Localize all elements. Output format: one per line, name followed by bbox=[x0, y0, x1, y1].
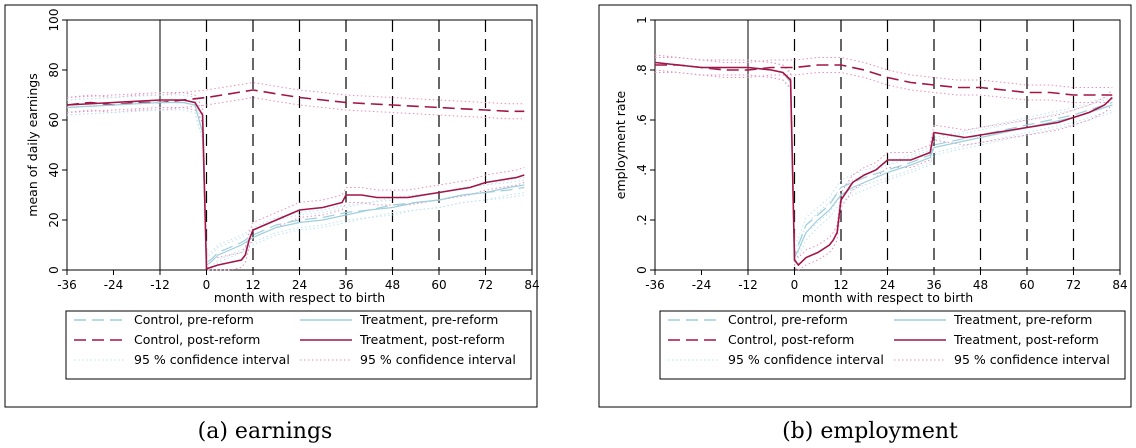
x-tick-label: -12 bbox=[738, 278, 758, 292]
x-tick-label: 0 bbox=[791, 278, 799, 292]
legend-label: 95 % confidence interval bbox=[728, 352, 884, 367]
legend-label: 95 % confidence interval bbox=[954, 352, 1110, 367]
series-line bbox=[66, 89, 525, 113]
y-axis-label: employment rate bbox=[613, 91, 628, 200]
legend-label: Control, post-reform bbox=[728, 332, 854, 347]
x-axis-label: month with respect to birth bbox=[214, 290, 385, 305]
legend bbox=[659, 310, 1126, 380]
x-tick-label: 48 bbox=[973, 278, 988, 292]
y-tick-label: 0 bbox=[47, 266, 61, 274]
x-tick-label: 36 bbox=[338, 278, 353, 292]
y-tick-label: 40 bbox=[47, 162, 61, 177]
y-tick-label: 100 bbox=[47, 9, 61, 32]
caption-a: (a) earnings bbox=[198, 419, 333, 444]
x-tick-label: 72 bbox=[478, 278, 493, 292]
series-line bbox=[655, 64, 1113, 96]
x-tick-label: 60 bbox=[431, 278, 446, 292]
x-tick-label: -12 bbox=[150, 278, 170, 292]
x-tick-label: 84 bbox=[524, 278, 539, 292]
x-axis-label: month with respect to birth bbox=[802, 290, 973, 305]
confidence-interval-line bbox=[654, 54, 1113, 248]
panel-a: -36 -24 -12 0 12 24 36 48 60 72 84 0 20 40 60 80 100 mont… bbox=[25, 9, 540, 380]
x-tick-label: 12 bbox=[833, 278, 848, 292]
series-line bbox=[66, 101, 525, 267]
legend-label: Treatment, post-reform bbox=[953, 332, 1099, 347]
x-tick-label: -36 bbox=[645, 278, 665, 292]
y-tick-label: 0 bbox=[635, 266, 649, 274]
legend-label: Control, pre-reform bbox=[134, 312, 254, 327]
x-tick-label: 24 bbox=[880, 278, 895, 292]
x-tick-label: 12 bbox=[245, 278, 260, 292]
legend-label: Control, post-reform bbox=[134, 332, 260, 347]
legend-label: Treatment, pre-reform bbox=[953, 312, 1092, 327]
legend bbox=[65, 310, 532, 380]
y-tick-label: 80 bbox=[47, 62, 61, 77]
x-tick-label: -24 bbox=[104, 278, 124, 292]
panel-b: -36 -24 -12 0 12 24 36 48 60 72 84 0 .2 .4 .6 .8 1 month … bbox=[613, 16, 1128, 380]
legend-label: Control, pre-reform bbox=[728, 312, 848, 327]
series-line bbox=[654, 61, 1113, 267]
x-tick-label: 60 bbox=[1019, 278, 1034, 292]
legend-label: 95 % confidence interval bbox=[360, 352, 516, 367]
y-tick-label: .6 bbox=[635, 114, 649, 125]
y-tick-label: 1 bbox=[635, 16, 649, 24]
legend-label: Treatment, pre-reform bbox=[359, 312, 498, 327]
y-tick-label: .8 bbox=[635, 64, 649, 75]
x-tick-label: 72 bbox=[1066, 278, 1081, 292]
confidence-interval-line bbox=[66, 109, 525, 271]
x-tick-label: -36 bbox=[57, 278, 77, 292]
confidence-interval-line bbox=[654, 69, 1113, 263]
x-tick-label: -24 bbox=[692, 278, 712, 292]
caption-b: (b) employment bbox=[782, 419, 958, 444]
y-axis-label: mean of daily earnings bbox=[25, 73, 40, 216]
legend-label: Treatment, post-reform bbox=[359, 332, 505, 347]
x-tick-label: 48 bbox=[385, 278, 400, 292]
x-tick-label: 84 bbox=[1112, 278, 1127, 292]
x-tick-label: 36 bbox=[926, 278, 941, 292]
x-tick-label: 0 bbox=[203, 278, 211, 292]
y-tick-label: .2 bbox=[635, 214, 649, 225]
y-tick-label: 60 bbox=[47, 112, 61, 127]
y-tick-label: 20 bbox=[47, 212, 61, 227]
x-tick-label: 24 bbox=[292, 278, 307, 292]
y-tick-label: .4 bbox=[635, 164, 649, 175]
legend-label: 95 % confidence interval bbox=[134, 352, 290, 367]
series-line bbox=[66, 99, 525, 270]
